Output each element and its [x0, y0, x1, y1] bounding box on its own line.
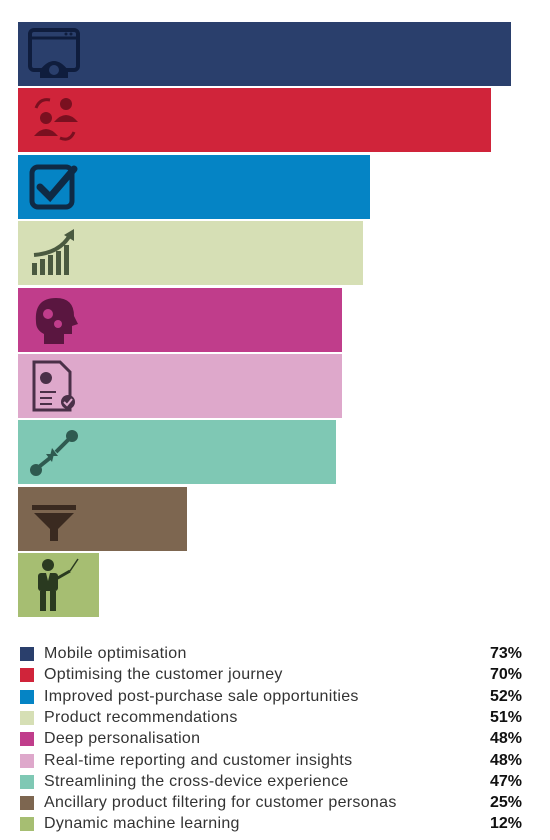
- legend-label: Improved post-purchase sale opportunitie…: [44, 687, 359, 705]
- legend-swatch: [20, 774, 34, 789]
- legend-swatch: [20, 732, 34, 747]
- bar-chart: [18, 22, 528, 619]
- bar-chart-svg: [18, 22, 511, 617]
- legend-label: Streamlining the cross-device experience: [44, 772, 349, 790]
- legend-value: 52%: [489, 687, 522, 705]
- legend-label: Real-time reporting and customer insight…: [44, 751, 353, 769]
- funnel-icon: [32, 505, 76, 541]
- legend-value: 51%: [489, 708, 522, 726]
- legend-value: 12%: [489, 815, 522, 833]
- brain-gears-icon: [35, 298, 78, 344]
- bar-2: [18, 88, 491, 152]
- legend-label: Mobile optimisation: [44, 645, 187, 662]
- legend-item: Real-time reporting and customer insight…: [20, 751, 525, 771]
- legend-item: Mobile optimisation 73%: [20, 644, 525, 664]
- users-exchange-icon: [34, 98, 78, 141]
- legend-label: Deep personalisation: [44, 730, 201, 748]
- legend-label: Product recommendations: [44, 708, 238, 726]
- legend-item: Deep personalisation 48%: [20, 729, 525, 749]
- presenter-icon: [38, 558, 79, 611]
- legend-label: Dynamic machine learning: [44, 815, 240, 833]
- legend-swatch: [20, 753, 34, 768]
- legend-swatch: [20, 796, 34, 811]
- legend-value: 47%: [489, 772, 522, 790]
- bar-4: [18, 221, 363, 285]
- growth-chart-icon: [32, 229, 74, 275]
- legend-value: 48%: [489, 751, 522, 769]
- bar-7: [18, 420, 336, 484]
- checkbox-icon: [29, 164, 78, 210]
- connect-arrows-icon: [30, 430, 78, 476]
- legend-value: 48%: [489, 730, 522, 748]
- legend-value: 73%: [489, 645, 522, 662]
- browser-gear-icon: [28, 28, 80, 78]
- legend-item: Streamlining the cross-device experience…: [20, 772, 525, 792]
- report-check-icon: [32, 360, 75, 412]
- bar-1: [18, 22, 511, 86]
- legend-swatch: [20, 689, 34, 704]
- legend-item: Optimising the customer journey 70%: [20, 665, 525, 685]
- legend-swatch: [20, 647, 34, 661]
- legend-item: Improved post-purchase sale opportunitie…: [20, 687, 525, 707]
- bar-3: [18, 155, 370, 219]
- legend-label: Optimising the customer journey: [44, 666, 283, 684]
- legend-swatch: [20, 668, 34, 683]
- bar-9: [18, 553, 99, 617]
- legend-value: 70%: [489, 666, 522, 684]
- legend-label: Ancillary product filtering for customer…: [44, 794, 397, 812]
- legend-swatch: [20, 817, 34, 832]
- legend-item: Product recommendations 51%: [20, 708, 525, 728]
- legend-value: 25%: [489, 794, 522, 812]
- legend-swatch: [20, 710, 34, 725]
- legend-item: Dynamic machine learning 12%: [20, 814, 525, 834]
- legend-item: Ancillary product filtering for customer…: [20, 793, 525, 813]
